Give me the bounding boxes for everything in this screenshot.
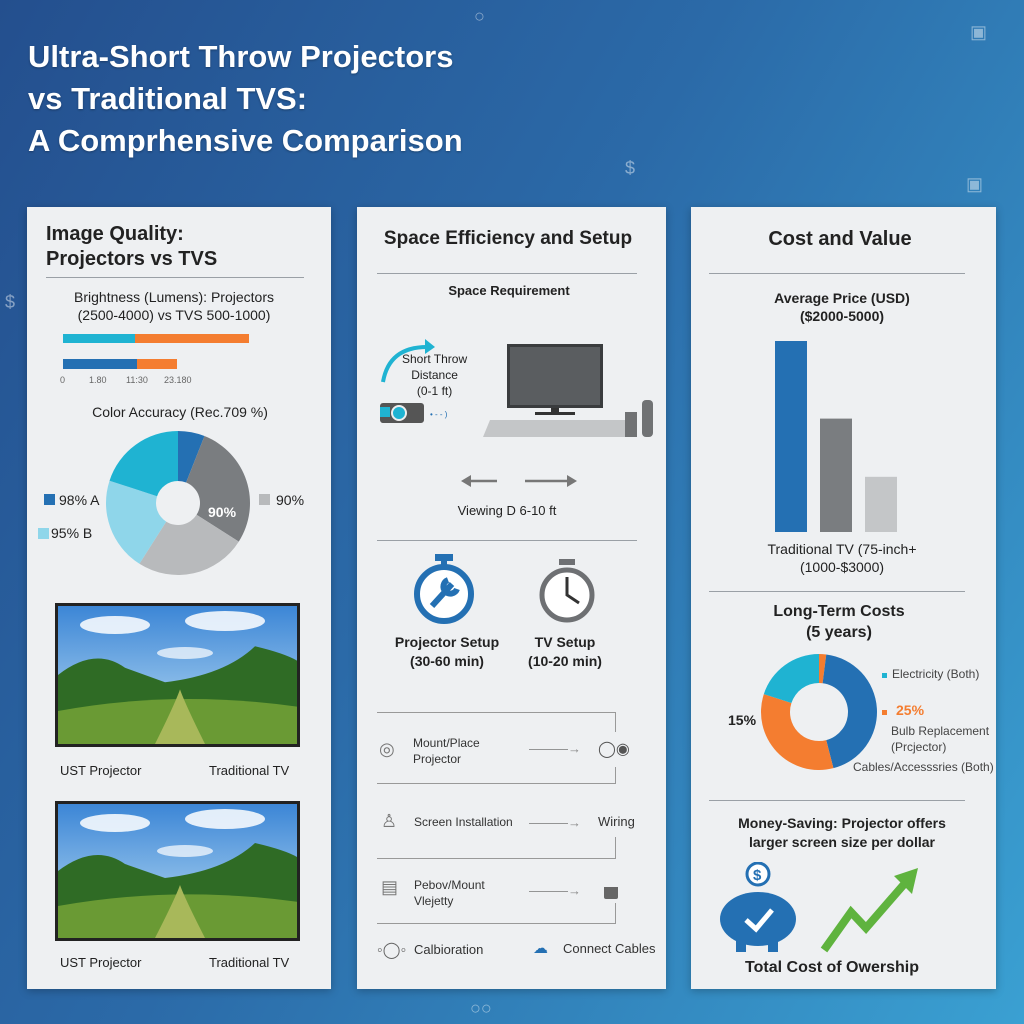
tick-label: 1.80 xyxy=(89,375,107,385)
space-panel: Space Efficiency and Setup Space Require… xyxy=(357,207,666,989)
image-label: UST Projector xyxy=(60,955,142,970)
bar-segment xyxy=(63,334,135,343)
section-title: Space Requirement xyxy=(448,283,570,298)
donut-slice xyxy=(109,431,178,497)
bucket-icon xyxy=(604,887,618,899)
image-label: UST Projector xyxy=(60,763,142,778)
panel-title: Space Efficiency and Setup xyxy=(383,228,633,249)
step-label: Mount/Place Projector xyxy=(413,736,480,766)
legend-label: Bulb Replacement (Prcjector) xyxy=(891,724,990,754)
price-bar xyxy=(820,418,852,532)
price-title: Average Price (USD) ($2000-5000) xyxy=(774,290,910,324)
money-saving-text: Money-Saving: Projector offers larger scr… xyxy=(738,815,946,850)
connect-cables-label: Connect Cables xyxy=(563,941,656,956)
calibration-icon: ◦◯◦ xyxy=(377,942,407,959)
long-term-donut xyxy=(761,654,877,770)
image-label: Traditional TV xyxy=(209,763,290,778)
arrow-icon: ———→ xyxy=(529,815,581,830)
panel-title: Cost and Value xyxy=(768,228,912,250)
slice-label: 90% xyxy=(208,504,237,520)
donut-slice xyxy=(186,436,250,542)
step-label: Pebov/Mount Vlejetty xyxy=(414,878,485,908)
donut-slice xyxy=(763,654,819,704)
svg-text:$: $ xyxy=(753,867,762,884)
image-quality-panel: Image Quality: Projectors vs TVS Brightne… xyxy=(27,207,331,989)
viewing-distance-label: Viewing D 6-10 ft xyxy=(457,503,557,518)
stopwatch-wrench-icon xyxy=(414,554,474,624)
stopwatch-icon xyxy=(539,559,595,623)
legend-swatch xyxy=(259,494,270,505)
slice-label: 25% xyxy=(896,702,925,718)
calibration-label: Calbioration xyxy=(414,942,484,957)
donut-slice xyxy=(819,654,827,684)
page-title: Ultra-Short Throw Projectors vs Traditio… xyxy=(28,39,463,158)
price-bar-chart xyxy=(775,341,897,532)
svg-text:• - - ): • - - ) xyxy=(430,410,448,419)
legend-label: 90% xyxy=(276,492,305,508)
stack-icon: ♙ xyxy=(381,811,398,831)
throw-distance-label: Short Throw Distance (0-1 ft) xyxy=(402,352,468,398)
landscape-image xyxy=(55,603,300,747)
legend-swatch xyxy=(882,673,887,678)
space-diagram: • - - ) xyxy=(380,339,653,437)
donut-slice xyxy=(139,514,239,575)
legend-label: 98% A xyxy=(59,492,100,508)
arrow-icon: ———→ xyxy=(529,883,581,898)
color-accuracy-donut xyxy=(106,431,250,575)
donut-slice xyxy=(106,480,167,564)
legend-label: 95% B xyxy=(51,525,93,541)
dollar-icon: $ xyxy=(625,158,636,178)
legend-swatch xyxy=(44,494,55,505)
tick-label: 11:30 xyxy=(126,375,148,385)
projector-icon: ▣ xyxy=(970,22,988,42)
projector-icon: ◯◉ xyxy=(598,741,630,758)
stopwatch-icon: ◎ xyxy=(379,739,395,759)
cost-panel: Cost and Value Average Price (USD) ($2000… xyxy=(691,207,996,989)
bar-segment xyxy=(137,359,177,369)
donut-slice xyxy=(822,654,877,769)
price-bar xyxy=(775,341,807,532)
distance-arrows xyxy=(461,475,577,487)
legend-label: Cables/Accesssries (Both) xyxy=(853,760,994,774)
donut-slice xyxy=(178,431,205,483)
long-term-title: Long-Term Costs (5 years) xyxy=(773,603,905,641)
step-end-label: Wiring xyxy=(598,814,635,829)
legend-swatch xyxy=(882,710,887,715)
tv-setup-label: TV Setup (10-20 min) xyxy=(528,634,602,669)
panel-title: Image Quality: Projectors vs TVS xyxy=(46,223,218,270)
slice-label: 15% xyxy=(728,712,757,728)
brightness-title: Brightness (Lumens): Projectors (2500-400… xyxy=(74,289,274,323)
image-label: Traditional TV xyxy=(209,955,290,970)
trend-arrow-icon xyxy=(820,868,918,953)
document-icon: ▤ xyxy=(381,877,399,897)
landscape-image xyxy=(55,801,300,941)
savings-illustration: $ xyxy=(720,862,918,953)
legend-label: Electricity (Both) xyxy=(892,667,980,681)
cloud-cable-icon: ☁ xyxy=(533,940,548,957)
bar-segment xyxy=(63,359,137,369)
price-bar xyxy=(865,476,897,532)
step-label: Screen Installation xyxy=(414,815,513,829)
tick-label: 0 xyxy=(60,375,66,385)
tick-label: 23.180 xyxy=(164,375,192,385)
arrow-icon: ———→ xyxy=(529,741,581,756)
color-accuracy-title: Color Accuracy (Rec.709 %) xyxy=(92,404,268,420)
circle-icon: ○ xyxy=(474,6,485,26)
tv-price-label: Traditional TV (75-inch+ (1000-$3000) xyxy=(767,541,917,575)
projector-setup-label: Projector Setup (30-60 min) xyxy=(394,634,500,669)
legend-swatch xyxy=(38,528,49,539)
dollar-icon: $ xyxy=(5,292,16,312)
circle-icon: ○○ xyxy=(470,998,492,1018)
bar-segment xyxy=(135,334,249,343)
piggy-bank-icon: $ xyxy=(720,862,796,952)
donut-slice xyxy=(761,694,834,770)
total-cost-label: Total Cost of Owership xyxy=(745,959,919,976)
projector-icon: ▣ xyxy=(966,174,984,194)
